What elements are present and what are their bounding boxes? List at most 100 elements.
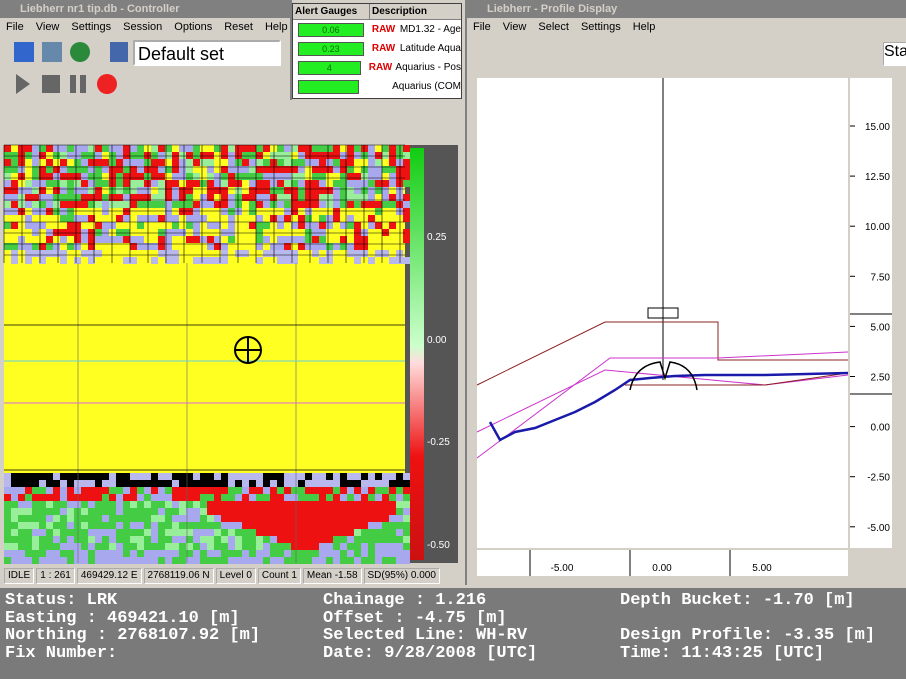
map-cell [375, 222, 382, 229]
map-cell [102, 501, 109, 508]
map-cell [263, 543, 270, 550]
map-cell [165, 529, 172, 536]
scale-label: 0.00 [427, 335, 447, 346]
toolbar-field[interactable]: Sta [883, 42, 906, 66]
map-cell [347, 501, 354, 508]
map-cell [123, 522, 130, 529]
map-cell [186, 522, 193, 529]
map-cell [158, 487, 165, 494]
menu-item[interactable]: Settings [71, 21, 112, 33]
map-cell [116, 550, 123, 557]
map-cell [95, 550, 102, 557]
map-cell [270, 159, 277, 166]
map-cell [81, 250, 88, 257]
icon[interactable] [70, 42, 90, 62]
map-cell [207, 201, 214, 208]
map-cell [242, 487, 249, 494]
icon[interactable] [110, 42, 128, 62]
menu-item[interactable]: Session [123, 21, 163, 33]
stop-button[interactable] [42, 75, 60, 93]
map-cell [277, 166, 284, 173]
map-cell [158, 215, 165, 222]
pause-button[interactable] [70, 75, 76, 93]
icon[interactable] [42, 42, 62, 62]
map-cell [81, 187, 88, 194]
map-cell [158, 543, 165, 550]
pause-button[interactable] [80, 75, 86, 93]
map-cell [4, 508, 11, 515]
map-cell [389, 480, 396, 487]
map-cell [375, 508, 382, 515]
map-cell [81, 487, 88, 494]
map-cell [102, 473, 109, 480]
icon[interactable] [14, 42, 34, 62]
map-cell [46, 208, 53, 215]
map-cell [347, 222, 354, 229]
map-cell [354, 236, 361, 243]
map-cell [53, 494, 60, 501]
map-cell [95, 529, 102, 536]
map-cell [249, 159, 256, 166]
play-button[interactable] [16, 74, 30, 94]
map-cell [32, 529, 39, 536]
map-cell [207, 194, 214, 201]
map-cell [249, 208, 256, 215]
status-right-3: Time: 11:43:25 [UTC] [620, 644, 825, 663]
map-cell [74, 236, 81, 243]
map-cell [235, 480, 242, 487]
map-cell [88, 522, 95, 529]
menu-item[interactable]: Options [174, 21, 213, 33]
map-cell [144, 473, 151, 480]
menu-item[interactable]: File [6, 21, 24, 33]
map-cell [228, 543, 235, 550]
set-dropdown[interactable]: Default set [133, 40, 281, 66]
map-cell [368, 522, 375, 529]
map-cell [186, 557, 193, 564]
map-cell [375, 515, 382, 522]
menu-item[interactable]: Help [264, 21, 288, 33]
map-cell [333, 515, 340, 522]
menu-item[interactable]: Settings [580, 21, 621, 33]
map-cell [158, 194, 165, 201]
map-cell [403, 159, 410, 166]
map-cell [46, 529, 53, 536]
map-cell [60, 250, 67, 257]
menu-item[interactable]: View [35, 21, 60, 33]
map-cell [200, 236, 207, 243]
map-cell [312, 557, 319, 564]
menu-item[interactable]: File [473, 21, 491, 33]
map-cell [298, 494, 305, 501]
map-cell [235, 508, 242, 515]
menu-item[interactable]: Select [538, 21, 569, 33]
map-cell [39, 508, 46, 515]
map-cell [284, 236, 291, 243]
map-cell [88, 229, 95, 236]
map-cell [235, 201, 242, 208]
menu-item[interactable]: Reset [224, 21, 253, 33]
menu-item[interactable]: View [502, 21, 527, 33]
map-cell [95, 229, 102, 236]
map-cell [109, 473, 116, 480]
map-cell [179, 487, 186, 494]
map-cell [326, 543, 333, 550]
map-cell [333, 543, 340, 550]
map-cell [403, 494, 410, 501]
map-cell [116, 229, 123, 236]
map-cell [144, 494, 151, 501]
controller-title: Liebherr nr1 tip.db - Controller [0, 0, 290, 18]
map-cell [312, 529, 319, 536]
map-cell [368, 145, 375, 152]
map-cell [228, 173, 235, 180]
map-cell [312, 250, 319, 257]
map-cell [88, 159, 95, 166]
menu-item[interactable]: Help [632, 21, 656, 33]
map-cell [158, 536, 165, 543]
map-cell [263, 222, 270, 229]
record-button[interactable] [97, 74, 117, 94]
map-cell [333, 522, 340, 529]
map-cell [193, 215, 200, 222]
map-cell [291, 180, 298, 187]
map-cell [25, 557, 32, 564]
map-cell [291, 515, 298, 522]
map-cell [256, 515, 263, 522]
